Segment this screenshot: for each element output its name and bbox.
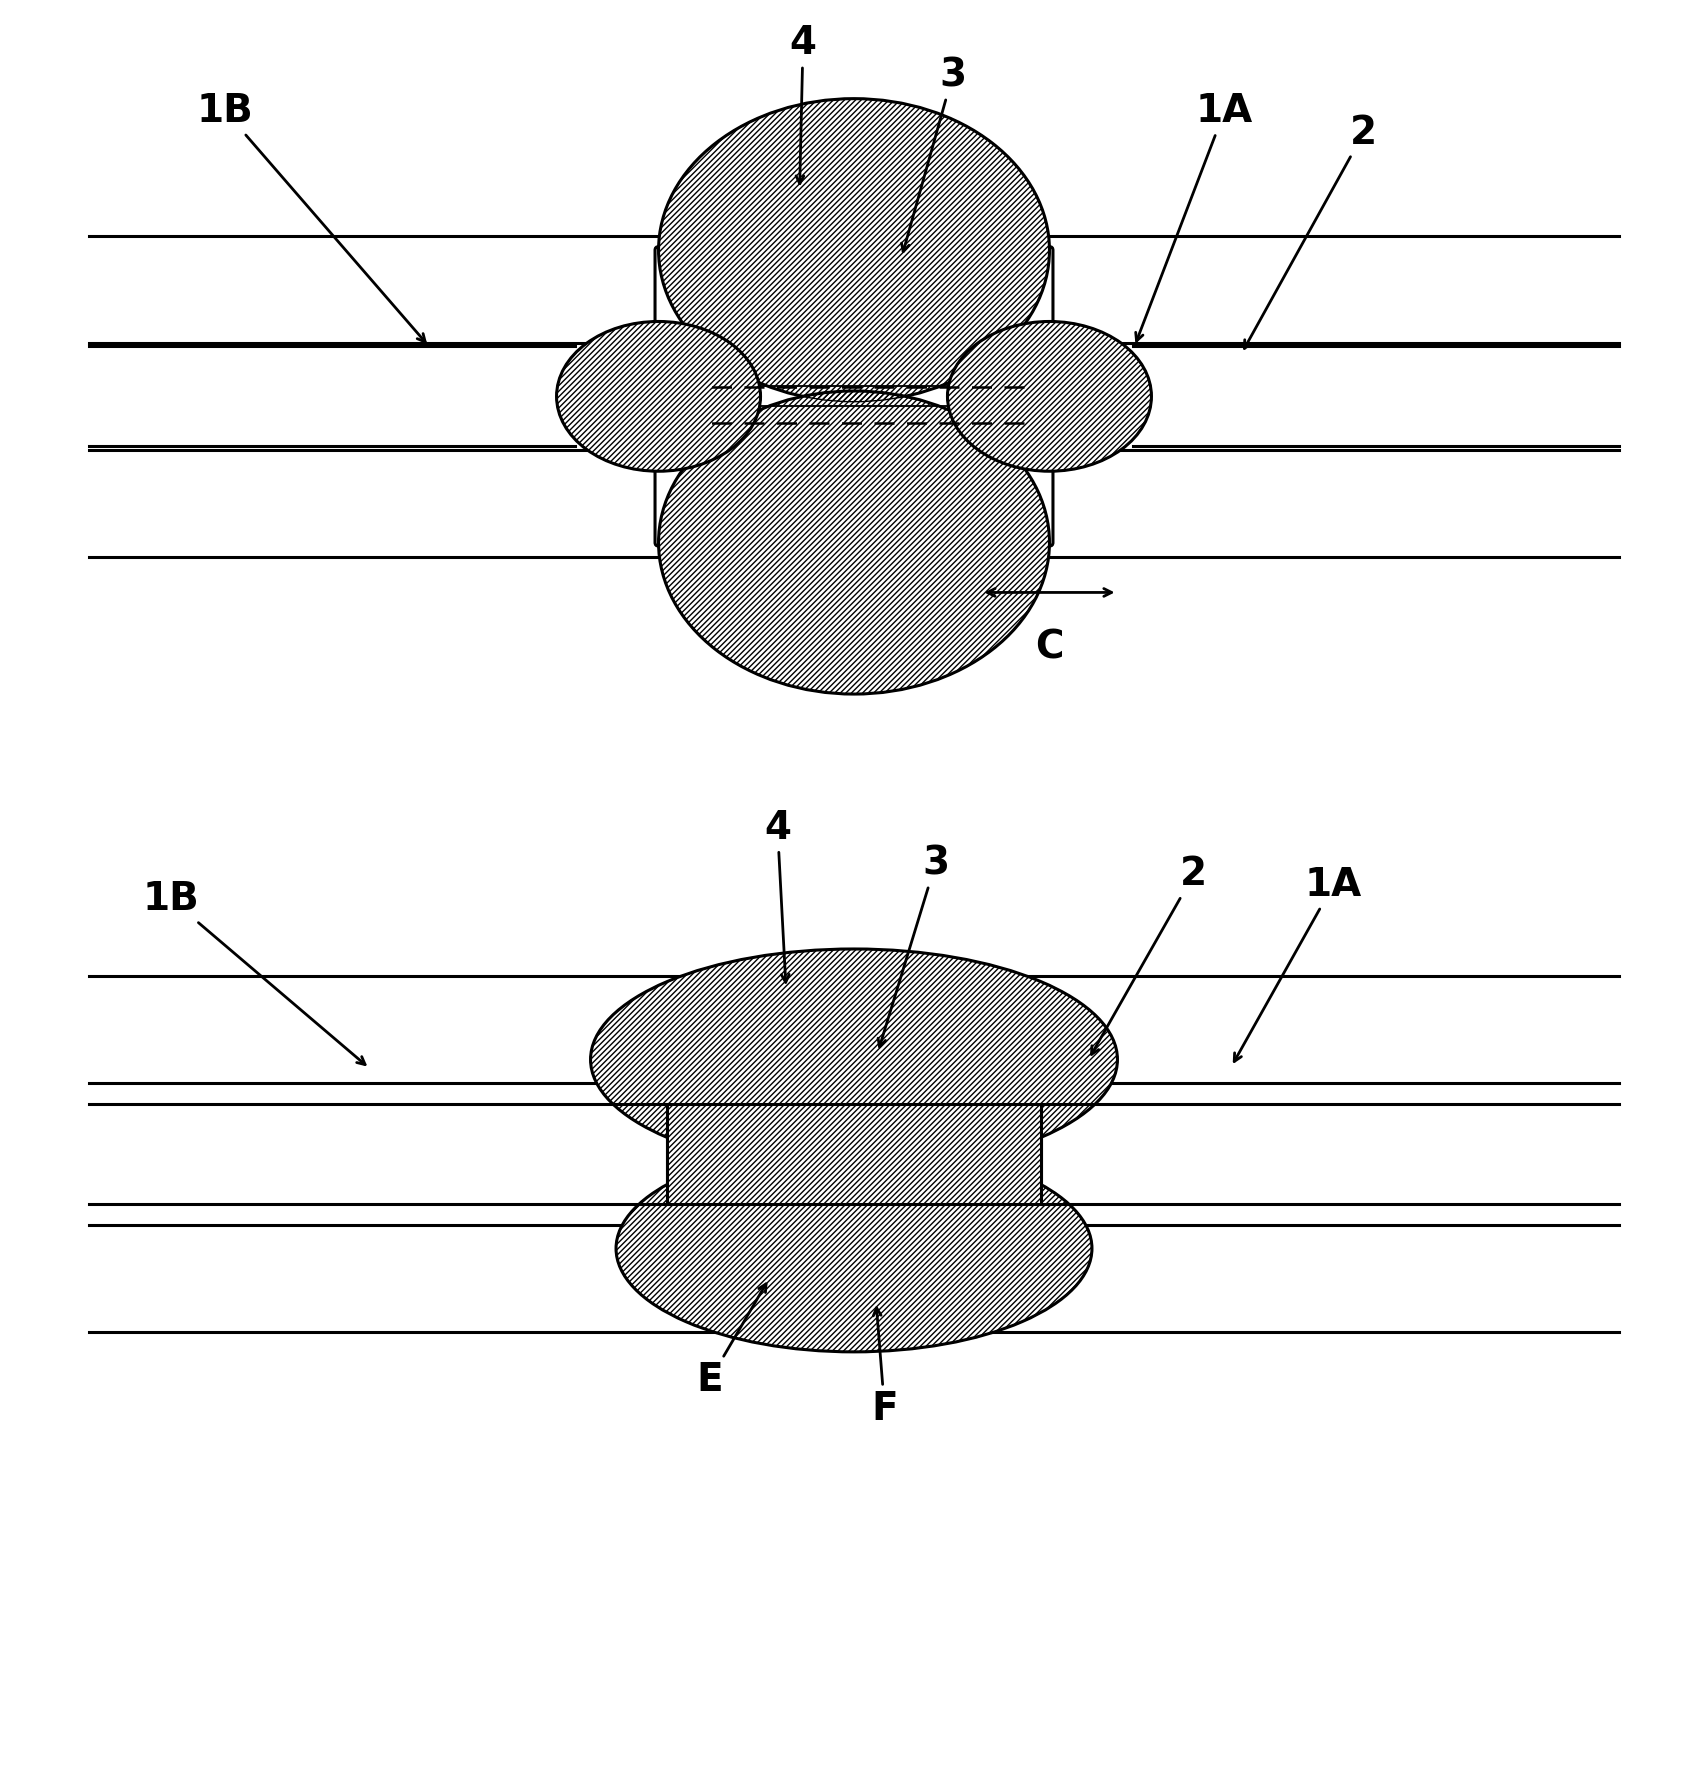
- Text: E: E: [696, 1284, 766, 1399]
- Ellipse shape: [659, 99, 1048, 401]
- Text: 3: 3: [877, 844, 949, 1046]
- Ellipse shape: [556, 321, 760, 471]
- Ellipse shape: [591, 949, 1116, 1170]
- Ellipse shape: [947, 321, 1151, 471]
- Text: 1B: 1B: [196, 91, 425, 342]
- Text: 2: 2: [1244, 113, 1376, 349]
- Text: C: C: [1034, 629, 1063, 666]
- Text: F: F: [871, 1307, 898, 1427]
- Text: 1A: 1A: [1135, 91, 1253, 340]
- Text: 4: 4: [789, 25, 816, 184]
- Ellipse shape: [659, 390, 1048, 695]
- FancyBboxPatch shape: [667, 1103, 1040, 1204]
- Text: 4: 4: [763, 810, 790, 981]
- Text: 2: 2: [1091, 854, 1207, 1055]
- Text: 1A: 1A: [1234, 865, 1360, 1062]
- FancyBboxPatch shape: [667, 1084, 1040, 1225]
- Ellipse shape: [616, 1144, 1091, 1352]
- Text: 1B: 1B: [142, 879, 365, 1064]
- FancyBboxPatch shape: [655, 247, 1052, 546]
- Text: 3: 3: [901, 57, 966, 253]
